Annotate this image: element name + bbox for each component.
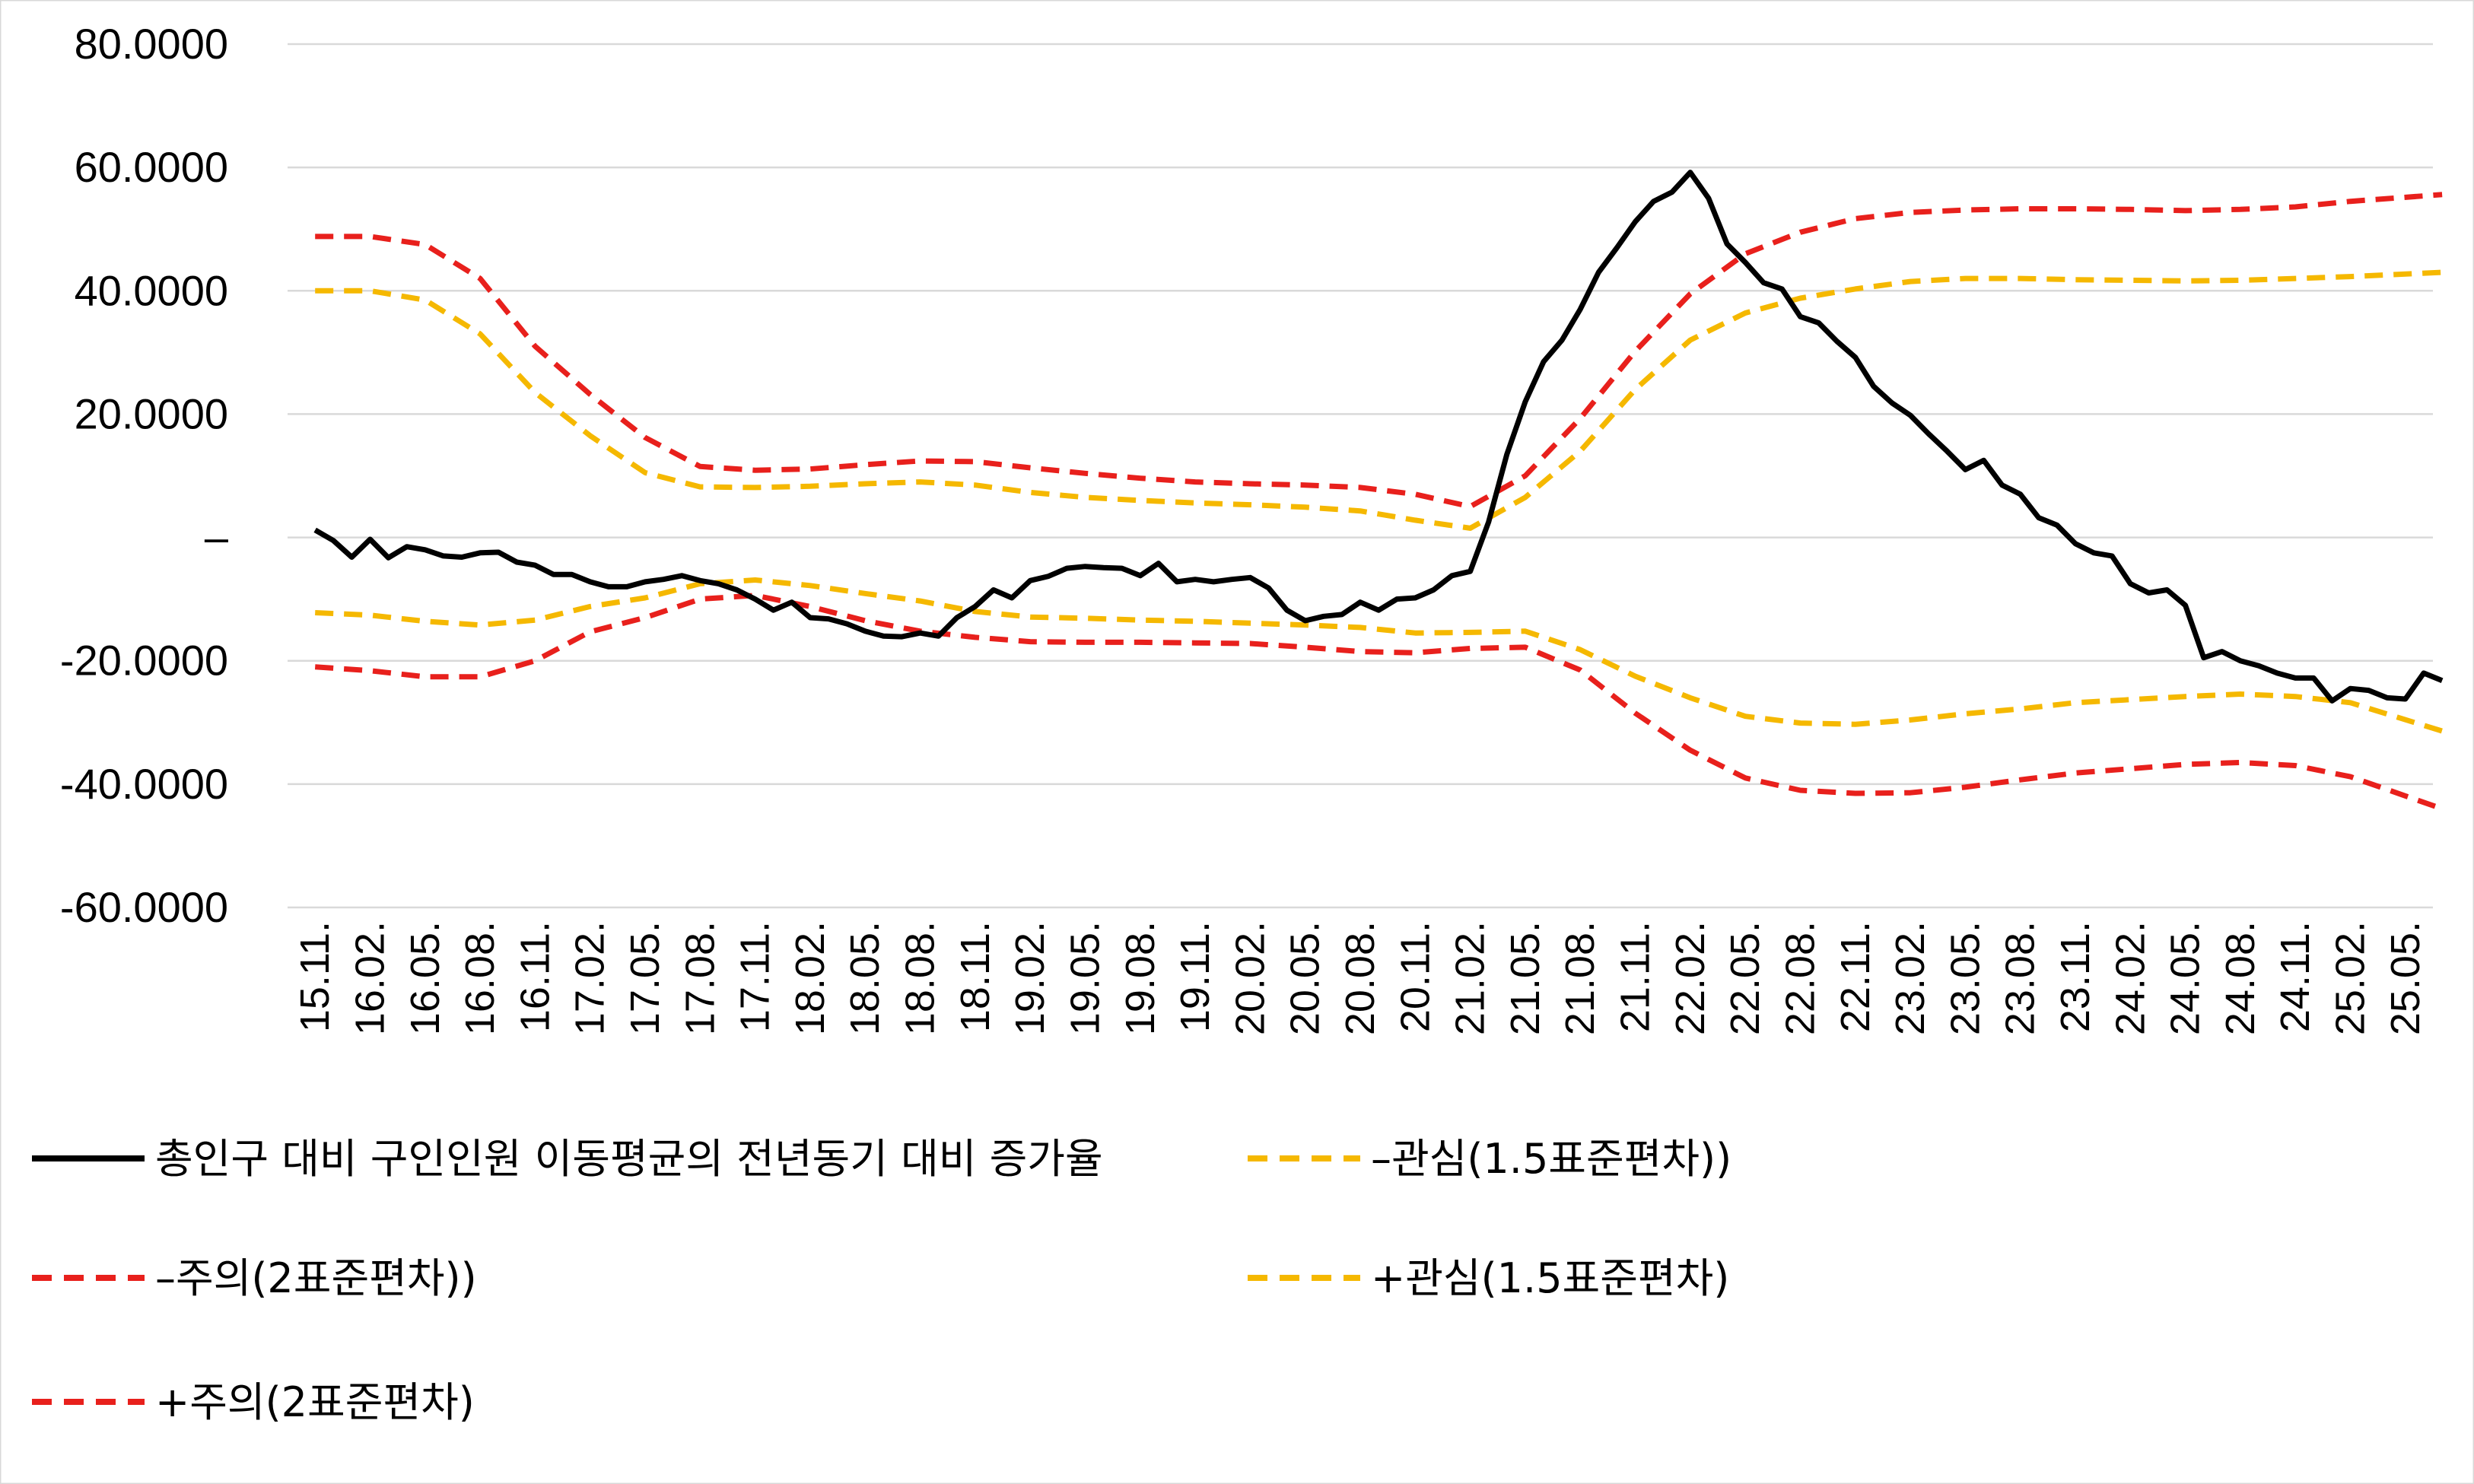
x-tick-label: 25.05. — [2383, 921, 2428, 1035]
x-tick-label: 18.08. — [898, 921, 943, 1035]
x-tick-label: 22.02. — [1668, 921, 1713, 1035]
y-tick-label: – — [205, 513, 229, 561]
legend-label-3: +관심(1.5표준편차) — [1371, 1254, 1729, 1302]
series-line-2 — [314, 593, 2444, 812]
gridlines — [288, 43, 2433, 909]
x-tick-label: 21.02. — [1448, 921, 1493, 1035]
x-tick-label: 17.02. — [568, 921, 613, 1035]
x-tick-label: 24.08. — [2218, 921, 2263, 1035]
x-tick-label: 21.11. — [1613, 921, 1658, 1032]
y-tick-label: 40.0000 — [75, 266, 228, 314]
series-line-3 — [315, 269, 2443, 531]
x-tick-label: 19.08. — [1118, 921, 1163, 1035]
x-tick-label: 23.11. — [2053, 921, 2098, 1032]
x-tick-label: 20.11. — [1392, 921, 1438, 1032]
x-tick-label: 22.08. — [1777, 921, 1823, 1035]
y-tick-label: -60.0000 — [60, 883, 228, 931]
series-lines — [313, 170, 2444, 812]
y-tick-label: 60.0000 — [75, 143, 228, 191]
x-tick-label: 22.05. — [1722, 921, 1768, 1035]
x-tick-label: 18.05. — [842, 921, 888, 1035]
x-tick-label: 18.02. — [787, 921, 833, 1035]
x-tick-label: 23.02. — [1887, 921, 1933, 1035]
x-tick-label: 19.11. — [1172, 921, 1218, 1032]
x-tick-label: 20.02. — [1227, 921, 1273, 1035]
y-tick-label: 80.0000 — [75, 20, 228, 68]
legend-label-0: 총인구 대비 구인인원 이동평균의 전년동기 대비 증가율 — [155, 1135, 1103, 1183]
x-tick-label: 15.11. — [292, 921, 338, 1032]
x-tick-label: 17.08. — [677, 921, 723, 1035]
x-tick-label: 22.11. — [1833, 921, 1878, 1032]
x-tick-label: 16.05. — [402, 921, 448, 1035]
x-tick-label: 24.05. — [2163, 921, 2208, 1035]
y-tick-label: -40.0000 — [60, 760, 228, 808]
y-tick-label: -20.0000 — [60, 637, 228, 685]
legend-label-4: +주의(2표준편차) — [155, 1378, 475, 1426]
x-tick-label: 16.02. — [347, 921, 393, 1035]
x-tick-label: 17.05. — [622, 921, 668, 1035]
x-tick-label: 19.02. — [1007, 921, 1053, 1035]
x-tick-label: 17.11. — [733, 921, 778, 1032]
x-tick-label: 21.08. — [1557, 921, 1603, 1035]
series-line-4 — [315, 192, 2443, 510]
y-tick-label: 20.0000 — [75, 389, 228, 437]
x-axis-ticks: 15.11. 16.02. 16.05. 16.08. 16.11. 17.02. 17.0… — [292, 921, 2428, 1035]
x-tick-label: 25.02. — [2328, 921, 2374, 1035]
legend-label-1: –관심(1.5표준편차)) — [1371, 1135, 1731, 1183]
x-tick-label: 23.05. — [1942, 921, 1988, 1035]
x-tick-label: 16.08. — [457, 921, 503, 1035]
x-tick-label: 24.11. — [2272, 921, 2318, 1032]
y-axis-ticks: 80.0000 60.0000 40.0000 20.0000 – -20.0000 -40… — [60, 20, 229, 931]
series-line-1 — [315, 577, 2444, 734]
series-line-0 — [313, 170, 2444, 704]
x-tick-label: 19.05. — [1062, 921, 1108, 1035]
x-tick-label: 24.02. — [2107, 921, 2153, 1035]
legend-label-2: –주의(2표준편차)) — [155, 1254, 477, 1302]
x-tick-label: 16.11. — [512, 921, 558, 1032]
x-tick-label: 18.11. — [952, 921, 998, 1032]
x-tick-label: 20.05. — [1283, 921, 1328, 1035]
x-tick-label: 20.08. — [1337, 921, 1383, 1035]
x-tick-label: 23.08. — [1998, 921, 2043, 1035]
legend: 총인구 대비 구인인원 이동평균의 전년동기 대비 증가율 –관심(1.5표준편차… — [32, 1135, 1731, 1426]
x-tick-label: 21.05. — [1503, 921, 1548, 1035]
